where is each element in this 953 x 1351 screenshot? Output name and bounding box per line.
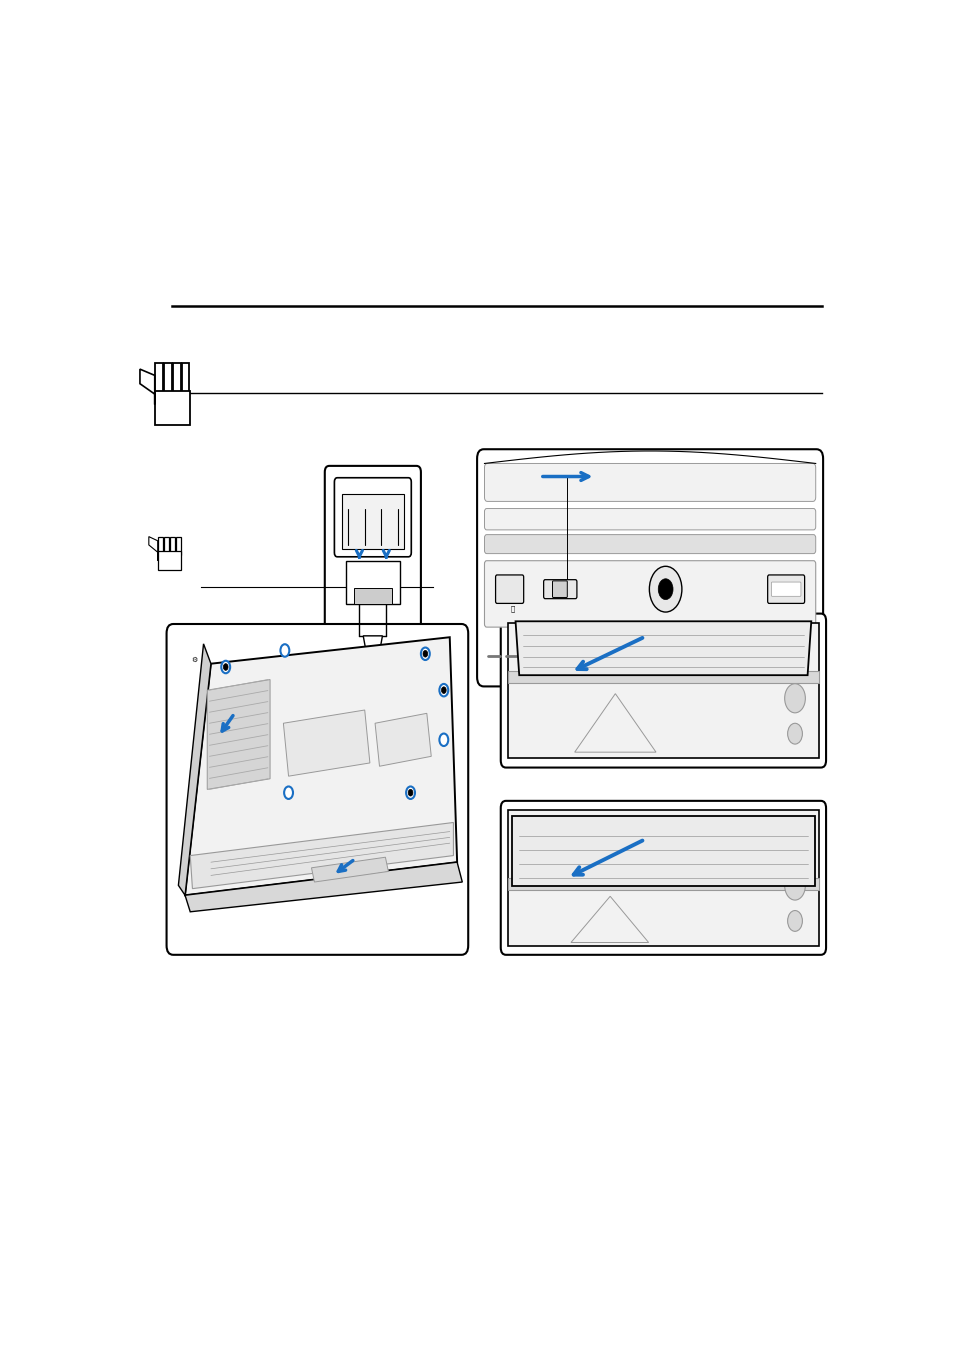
Polygon shape <box>185 862 462 912</box>
Polygon shape <box>164 536 169 555</box>
Polygon shape <box>182 363 190 396</box>
Polygon shape <box>508 670 818 682</box>
Polygon shape <box>508 811 818 946</box>
Polygon shape <box>158 536 163 555</box>
Circle shape <box>439 684 448 696</box>
Circle shape <box>441 686 446 693</box>
Circle shape <box>787 723 801 744</box>
Polygon shape <box>363 636 382 651</box>
FancyBboxPatch shape <box>500 613 825 767</box>
Circle shape <box>422 650 427 657</box>
Polygon shape <box>508 878 818 890</box>
Polygon shape <box>164 363 172 396</box>
Circle shape <box>408 789 413 796</box>
Circle shape <box>420 647 429 661</box>
Polygon shape <box>155 363 163 396</box>
FancyBboxPatch shape <box>484 463 815 501</box>
Polygon shape <box>571 896 648 943</box>
Circle shape <box>787 911 801 931</box>
Polygon shape <box>346 561 399 604</box>
Polygon shape <box>178 644 211 896</box>
FancyBboxPatch shape <box>335 478 411 557</box>
FancyBboxPatch shape <box>495 576 523 604</box>
Polygon shape <box>190 823 453 889</box>
Text: 🔒: 🔒 <box>510 605 515 612</box>
Polygon shape <box>207 680 270 789</box>
FancyBboxPatch shape <box>476 450 822 686</box>
FancyBboxPatch shape <box>167 624 468 955</box>
Polygon shape <box>512 816 814 885</box>
Circle shape <box>406 786 415 798</box>
FancyBboxPatch shape <box>767 576 803 604</box>
Circle shape <box>223 663 228 670</box>
Polygon shape <box>140 369 154 404</box>
Polygon shape <box>375 713 431 766</box>
Circle shape <box>221 661 230 673</box>
Circle shape <box>783 684 804 713</box>
FancyBboxPatch shape <box>484 508 815 530</box>
Circle shape <box>658 578 672 600</box>
Polygon shape <box>574 693 656 753</box>
FancyBboxPatch shape <box>500 801 825 955</box>
Circle shape <box>787 836 801 858</box>
Circle shape <box>439 734 448 746</box>
Text: ⚙: ⚙ <box>192 658 197 663</box>
FancyBboxPatch shape <box>324 466 420 663</box>
Circle shape <box>787 650 801 670</box>
Polygon shape <box>149 536 157 561</box>
Polygon shape <box>185 638 456 896</box>
Polygon shape <box>173 363 180 396</box>
Polygon shape <box>311 858 388 882</box>
Polygon shape <box>508 623 818 758</box>
FancyBboxPatch shape <box>771 582 801 596</box>
Polygon shape <box>154 390 190 426</box>
FancyBboxPatch shape <box>543 580 577 598</box>
FancyBboxPatch shape <box>484 561 815 627</box>
Circle shape <box>783 871 804 900</box>
Polygon shape <box>157 551 181 570</box>
Circle shape <box>284 786 293 798</box>
Polygon shape <box>515 621 810 676</box>
Polygon shape <box>342 493 403 549</box>
FancyBboxPatch shape <box>552 581 567 597</box>
Polygon shape <box>170 536 174 555</box>
Circle shape <box>280 644 289 657</box>
FancyBboxPatch shape <box>484 535 815 554</box>
Circle shape <box>649 566 681 612</box>
Polygon shape <box>354 589 392 604</box>
Polygon shape <box>176 536 180 555</box>
Polygon shape <box>283 711 370 777</box>
